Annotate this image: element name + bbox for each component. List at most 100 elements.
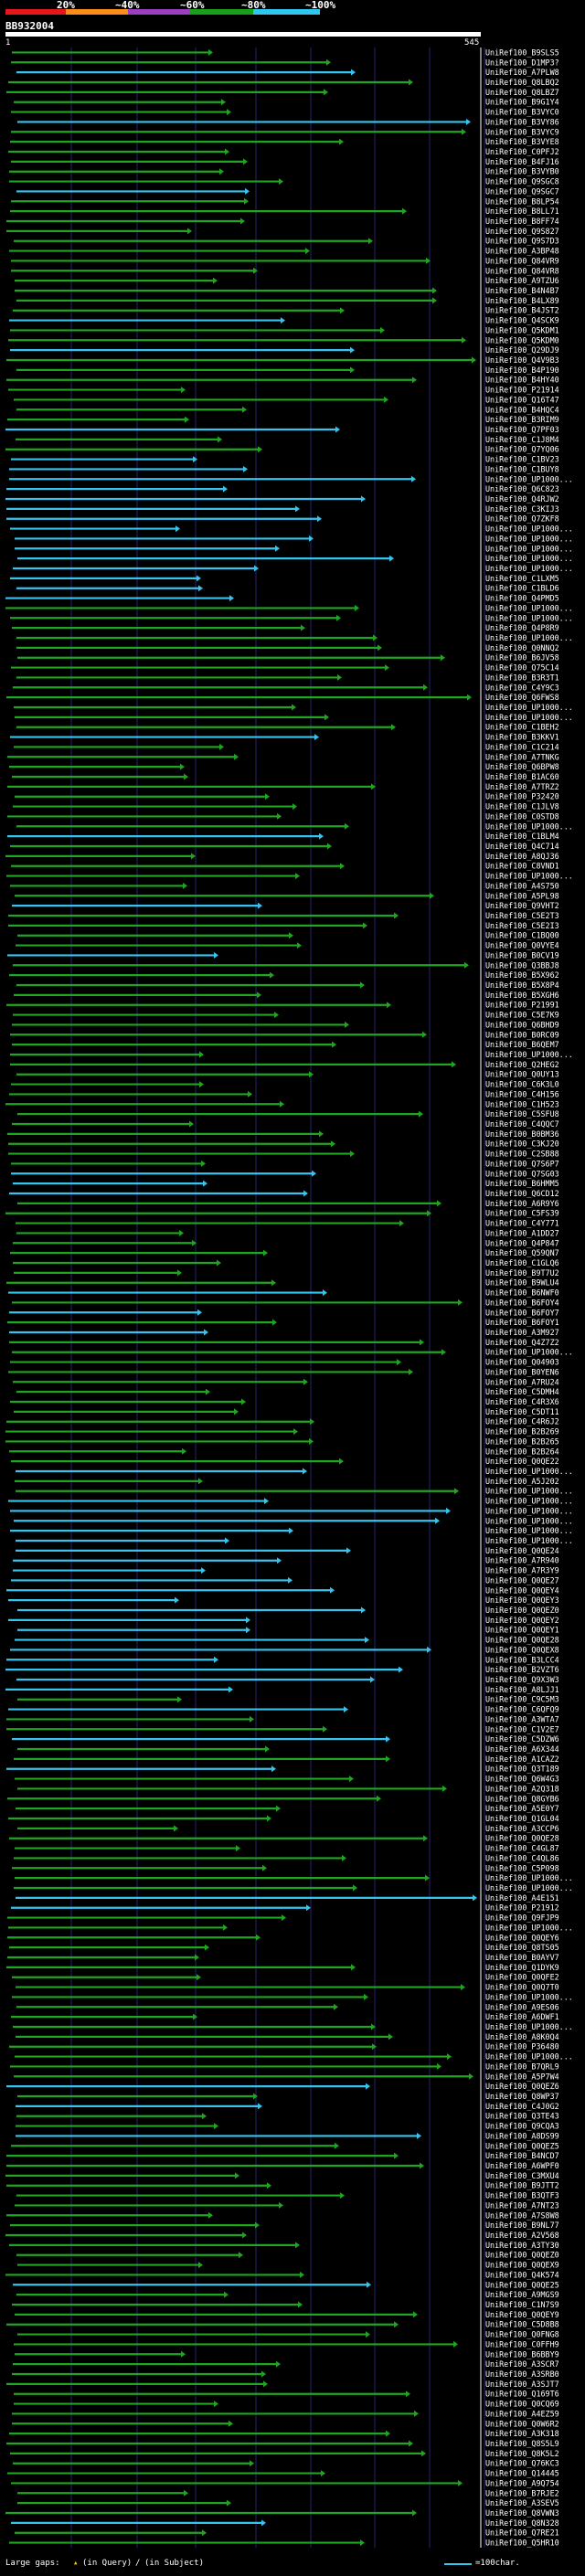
hit-label[interactable]: UniRef100_Q8LBZ7: [485, 88, 559, 97]
hit-row[interactable]: UniRef100_C1BUY8: [9, 464, 559, 473]
hit-label[interactable]: UniRef100_B2B264: [485, 1447, 559, 1456]
hit-row[interactable]: UniRef100_A3M927: [9, 1328, 559, 1337]
hit-row[interactable]: UniRef100_B6FOY1: [7, 1318, 559, 1327]
hit-label[interactable]: UniRef100_C4Y9C3: [485, 683, 559, 692]
hit-label[interactable]: UniRef100_Q9CQA3: [485, 2122, 559, 2131]
hit-label[interactable]: UniRef100_UP1000...: [485, 1923, 573, 1932]
hit-row[interactable]: UniRef100_Q0QE25: [13, 2280, 559, 2289]
hit-label[interactable]: UniRef100_A9TZU6: [485, 276, 559, 285]
hit-row[interactable]: UniRef100_C8VND1: [11, 862, 559, 871]
hit-row[interactable]: UniRef100_Q8N328: [11, 2518, 559, 2528]
hit-row[interactable]: UniRef100_B1AC60: [12, 772, 559, 781]
hit-row[interactable]: UniRef100_UP1000...: [15, 534, 573, 543]
hit-row[interactable]: UniRef100_C4QL86: [14, 1853, 559, 1862]
hit-label[interactable]: UniRef100_Q0QE22: [485, 1457, 559, 1466]
hit-label[interactable]: UniRef100_C1BLD6: [485, 584, 559, 593]
hit-row[interactable]: UniRef100_A3SRB0: [12, 2369, 559, 2379]
hit-label[interactable]: UniRef100_C6QFQ9: [485, 1705, 559, 1714]
hit-label[interactable]: UniRef100_UP1000...: [485, 603, 573, 612]
hit-label[interactable]: UniRef100_C1BEH2: [485, 723, 559, 732]
hit-row[interactable]: UniRef100_B3VYC9: [11, 127, 559, 136]
hit-label[interactable]: UniRef100_Q0QEZ0: [485, 2251, 559, 2260]
hit-row[interactable]: UniRef100_UP1000...: [16, 633, 573, 642]
hit-label[interactable]: UniRef100_C4QL86: [485, 1853, 559, 1862]
hit-row[interactable]: UniRef100_Q0QEX9: [17, 2261, 559, 2270]
hit-row[interactable]: UniRef100_UP1000...: [8, 1497, 573, 1506]
hit-row[interactable]: UniRef100_A1CAZ2: [14, 1754, 559, 1764]
hit-label[interactable]: UniRef100_A5P7W4: [485, 2072, 559, 2081]
hit-label[interactable]: UniRef100_B4HQC4: [485, 405, 559, 414]
hit-row[interactable]: UniRef100_B6FOY4: [12, 1298, 559, 1307]
hit-label[interactable]: UniRef100_B4HY40: [485, 376, 559, 385]
hit-row[interactable]: UniRef100_A9Q754: [11, 2478, 559, 2487]
hit-label[interactable]: UniRef100_B1AC60: [485, 772, 559, 781]
hit-label[interactable]: UniRef100_B4N4B7: [485, 286, 559, 295]
hit-label[interactable]: UniRef100_B6BBY9: [485, 2349, 559, 2359]
hit-row[interactable]: UniRef100_A7NT23: [15, 2200, 559, 2210]
hit-label[interactable]: UniRef100_Q0UY13: [485, 1070, 559, 1079]
hit-label[interactable]: UniRef100_Q9S827: [485, 227, 559, 236]
hit-row[interactable]: UniRef100_UP1000...: [9, 474, 573, 483]
hit-label[interactable]: UniRef100_Q3BBJ8: [485, 960, 559, 970]
hit-label[interactable]: UniRef100_Q0QEY9: [485, 2310, 559, 2319]
hit-label[interactable]: UniRef100_C3KJ20: [485, 1140, 559, 1149]
hit-row[interactable]: UniRef100_A6WPF0: [6, 2161, 559, 2170]
hit-row[interactable]: UniRef100_A6R9Y6: [17, 1199, 559, 1208]
hit-row[interactable]: UniRef100_A5P7W4: [14, 2072, 559, 2081]
hit-label[interactable]: UniRef100_B3RIM9: [485, 415, 559, 424]
hit-row[interactable]: UniRef100_UP1000...: [13, 564, 573, 573]
hit-label[interactable]: UniRef100_B9SLS5: [485, 48, 559, 57]
hit-label[interactable]: UniRef100_UP1000...: [485, 703, 573, 712]
hit-label[interactable]: UniRef100_UP1000...: [485, 1516, 573, 1525]
hit-row[interactable]: UniRef100_UP1000...: [10, 1506, 573, 1515]
hit-row[interactable]: UniRef100_C6QFQ9: [8, 1705, 559, 1714]
hit-label[interactable]: UniRef100_C0FFH9: [485, 2339, 559, 2348]
hit-row[interactable]: UniRef100_A8QJ36: [5, 852, 559, 861]
hit-label[interactable]: UniRef100_UP1000...: [485, 2022, 573, 2031]
hit-row[interactable]: UniRef100_Q0Q7T0: [16, 1983, 559, 1992]
hit-row[interactable]: UniRef100_Q0QE28: [15, 1636, 559, 1645]
hit-row[interactable]: UniRef100_UP1000...: [16, 1467, 573, 1476]
hit-row[interactable]: UniRef100_A7R940: [13, 1556, 559, 1565]
hit-label[interactable]: UniRef100_UP1000...: [485, 872, 573, 881]
hit-row[interactable]: UniRef100_B3KKV1: [10, 733, 559, 742]
hit-row[interactable]: UniRef100_C5DZW6: [12, 1734, 559, 1744]
hit-label[interactable]: UniRef100_UP1000...: [485, 1883, 573, 1892]
hit-label[interactable]: UniRef100_Q0W6R2: [485, 2419, 559, 2428]
hit-row[interactable]: UniRef100_C1J8M4: [16, 435, 559, 444]
hit-label[interactable]: UniRef100_Q0QFE2: [485, 1973, 559, 1982]
hit-row[interactable]: UniRef100_C5DT11: [14, 1407, 559, 1416]
hit-row[interactable]: UniRef100_C4J0G2: [16, 2102, 559, 2111]
hit-label[interactable]: UniRef100_C1BV23: [485, 455, 559, 464]
hit-label[interactable]: UniRef100_Q0QE27: [485, 1575, 559, 1585]
hit-row[interactable]: UniRef100_P21912: [11, 1903, 559, 1913]
hit-label[interactable]: UniRef100_A2Q318: [485, 1784, 559, 1793]
hit-label[interactable]: UniRef100_Q0QEX8: [485, 1645, 559, 1654]
hit-label[interactable]: UniRef100_B0YEN6: [485, 1367, 559, 1376]
hit-label[interactable]: UniRef100_UP1000...: [485, 633, 573, 642]
hit-row[interactable]: UniRef100_Q16T47: [14, 395, 559, 404]
hit-row[interactable]: UniRef100_D1MP3?: [11, 58, 559, 67]
hit-row[interactable]: UniRef100_Q7ZKF8: [6, 514, 559, 524]
hit-row[interactable]: UniRef100_A3CCP6: [17, 1824, 559, 1833]
hit-label[interactable]: UniRef100_Q6BHD9: [485, 1020, 559, 1029]
hit-row[interactable]: UniRef100_C1V2E7: [6, 1724, 559, 1733]
hit-row[interactable]: UniRef100_B2B264: [9, 1447, 559, 1456]
hit-row[interactable]: UniRef100_P32420: [15, 792, 559, 801]
hit-row[interactable]: UniRef100_Q5HR10: [9, 2539, 559, 2548]
hit-label[interactable]: UniRef100_Q5KDM0: [485, 335, 559, 345]
hit-row[interactable]: UniRef100_Q169T6: [14, 2390, 559, 2399]
hit-label[interactable]: UniRef100_Q84VR9: [485, 256, 559, 265]
hit-label[interactable]: UniRef100_B3VYB0: [485, 167, 559, 176]
hit-label[interactable]: UniRef100_B3QTF3: [485, 2191, 559, 2200]
hit-row[interactable]: UniRef100_Q4K574: [5, 2270, 559, 2279]
hit-row[interactable]: UniRef100_Q84VR9: [11, 256, 559, 265]
hit-row[interactable]: UniRef100_B0CV19: [7, 950, 559, 959]
hit-label[interactable]: UniRef100_Q8K5L2: [485, 2449, 559, 2458]
hit-label[interactable]: UniRef100_UP1000...: [485, 1526, 573, 1535]
hit-label[interactable]: UniRef100_Q8WP37: [485, 2092, 559, 2101]
hit-label[interactable]: UniRef100_B6JV58: [485, 653, 559, 663]
hit-label[interactable]: UniRef100_UP1000...: [485, 1506, 573, 1515]
hit-row[interactable]: UniRef100_Q8LBQ2: [8, 78, 559, 87]
hit-row[interactable]: UniRef100_C5D8B8: [6, 2320, 559, 2329]
